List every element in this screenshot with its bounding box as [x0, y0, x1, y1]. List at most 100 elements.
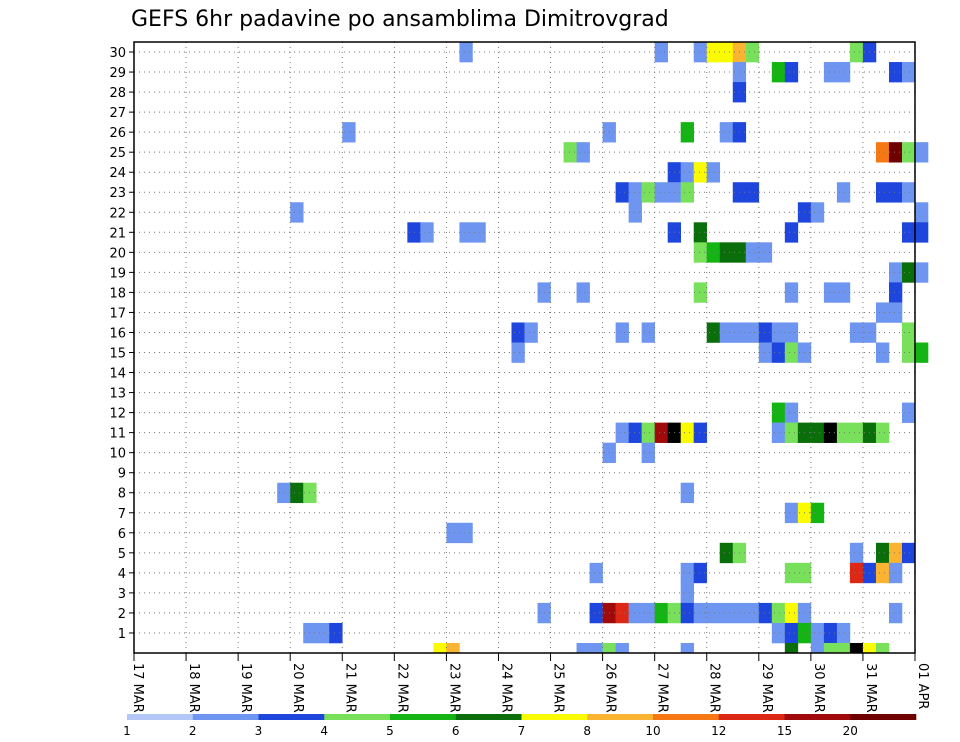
precip-cell: [849, 422, 864, 443]
legend-swatch: [192, 714, 259, 720]
y-tick-label: 13: [109, 387, 126, 402]
precip-cell: [888, 62, 903, 83]
precip-cell: [823, 282, 838, 303]
x-tick-label: 19 MAR: [238, 663, 253, 713]
precip-cell: [875, 342, 890, 363]
precip-cell: [719, 122, 734, 143]
precip-cell: [706, 162, 721, 183]
y-tick-label: 3: [118, 587, 126, 602]
precip-cell: [784, 642, 799, 654]
precip-cell: [563, 142, 577, 163]
x-tick-label: 27 MAR: [655, 663, 670, 713]
precip-cell: [875, 542, 890, 564]
precip-cell: [680, 122, 695, 143]
precip-cell: [524, 322, 538, 343]
precip-cell: [823, 622, 838, 644]
precip-cell: [771, 342, 786, 363]
precip-cell: [784, 222, 799, 243]
x-tick-label: 21 MAR: [342, 663, 357, 713]
precip-cell: [810, 422, 825, 443]
precip-cell: [836, 182, 851, 203]
legend-swatch: [324, 714, 391, 720]
x-tick-label: 17 MAR: [130, 663, 145, 713]
precip-cell: [901, 402, 916, 423]
precip-cell: [901, 62, 916, 83]
precip-cell: [693, 222, 708, 243]
precip-cell: [628, 602, 642, 624]
y-tick-label: 21: [109, 226, 126, 241]
precip-cell: [836, 642, 851, 654]
precip-cell: [888, 302, 903, 323]
precip-cell: [719, 242, 734, 263]
precip-cell: [290, 482, 304, 504]
y-axis: 1234567891011121314151617181920212223242…: [109, 46, 134, 642]
precip-cell: [901, 182, 916, 203]
legend-swatch: [784, 714, 851, 720]
precip-cell: [915, 222, 929, 243]
x-tick-label: 01 APR: [915, 663, 930, 709]
y-tick-label: 6: [118, 527, 126, 542]
y-tick-label: 15: [109, 347, 126, 362]
y-tick-label: 11: [109, 427, 126, 442]
legend-label: 1: [123, 724, 131, 738]
precip-cell: [888, 562, 903, 584]
legend-swatch: [653, 714, 720, 720]
legend-label: 2: [189, 724, 197, 738]
precip-cell: [888, 282, 903, 303]
precip-cell: [329, 622, 343, 644]
y-tick-label: 29: [109, 66, 126, 81]
legend-swatch: [127, 714, 194, 720]
precip-cell: [693, 242, 708, 263]
precip-cell: [888, 602, 903, 624]
precip-cell: [641, 602, 655, 624]
x-tick-label: 28 MAR: [707, 663, 722, 713]
precip-cell: [901, 542, 916, 564]
precip-cell: [615, 182, 629, 203]
precip-cell: [641, 322, 655, 343]
precip-cell: [589, 602, 603, 624]
precip-cell: [915, 342, 929, 363]
precip-cell: [875, 142, 890, 163]
precip-cell: [875, 642, 890, 654]
legend-swatch: [587, 714, 654, 720]
precip-cell: [862, 642, 877, 654]
precip-cell: [823, 422, 838, 443]
precip-cell: [719, 322, 734, 343]
color-legend: 1 2 3 4 5 6 7 8 10 12 15 20: [123, 714, 917, 738]
precip-cell: [849, 562, 864, 584]
precip-cell: [784, 562, 799, 584]
precip-cell: [849, 322, 864, 343]
legend-label: 6: [452, 724, 460, 738]
precip-cell: [836, 62, 851, 83]
precip-cell: [277, 482, 291, 504]
precip-cell: [511, 342, 525, 363]
precip-cell: [654, 182, 668, 203]
legend-label: 4: [320, 724, 328, 738]
precip-cell: [758, 322, 773, 343]
legend-swatch: [521, 714, 588, 720]
precip-cell: [915, 262, 929, 283]
precip-cell: [771, 422, 786, 443]
x-tick-label: 29 MAR: [759, 663, 774, 713]
precip-cell: [433, 642, 447, 654]
precip-cell: [875, 422, 890, 443]
y-tick-label: 27: [109, 106, 126, 121]
precip-cell: [693, 282, 708, 303]
y-tick-label: 1: [118, 627, 126, 642]
precip-cell: [758, 242, 773, 263]
precip-cell: [459, 522, 473, 544]
precip-cell: [758, 342, 773, 363]
y-tick-label: 28: [109, 86, 126, 101]
precip-cell: [745, 322, 760, 343]
precip-cell: [915, 142, 929, 163]
precip-cell: [823, 642, 838, 654]
precip-cell: [745, 42, 760, 63]
precip-cell: [589, 642, 603, 654]
x-tick-label: 31 MAR: [863, 663, 878, 713]
y-tick-label: 10: [109, 447, 126, 462]
precip-cell: [771, 602, 786, 624]
legend-swatch: [850, 714, 917, 720]
precip-cell: [680, 162, 695, 183]
precip-cell: [511, 322, 525, 343]
precip-cell: [459, 222, 473, 243]
